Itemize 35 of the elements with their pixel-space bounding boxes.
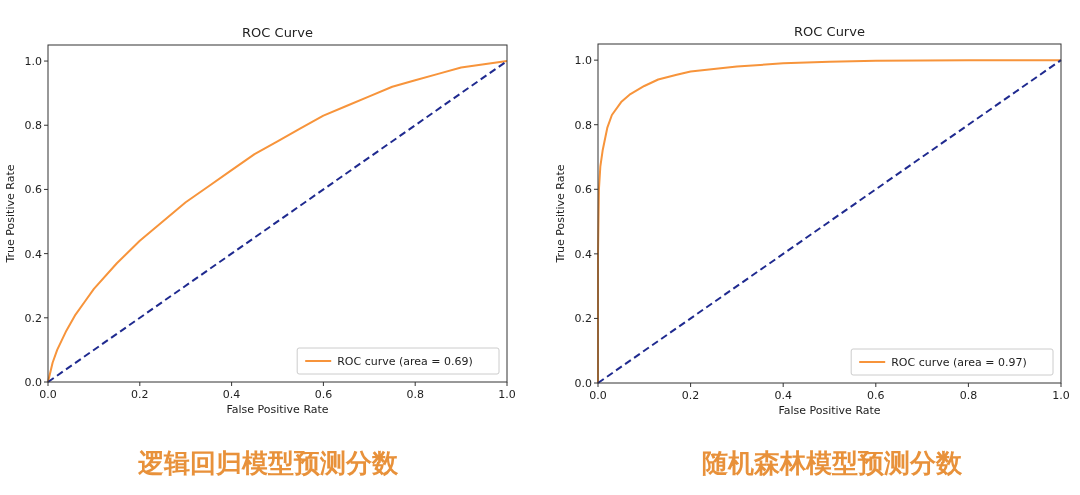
y-tick-label: 0.8 bbox=[574, 118, 592, 132]
x-tick-label: 0.6 bbox=[314, 388, 333, 401]
x-tick-label: 0.8 bbox=[406, 388, 424, 401]
y-tick-label: 1.0 bbox=[574, 54, 592, 68]
x-tick-label: 0.2 bbox=[131, 388, 149, 401]
y-axis-title: True Positive Rate bbox=[554, 164, 567, 264]
line-series bbox=[47, 60, 508, 383]
chart-title: ROC Curve bbox=[794, 24, 865, 39]
x-tick-label: 0.0 bbox=[39, 388, 57, 401]
y-tick-label: 0.8 bbox=[24, 119, 42, 133]
text: 随机森林模型预测分数 bbox=[702, 448, 963, 478]
y-tick-label: 0.0 bbox=[574, 377, 592, 390]
x-tick-label: 0.0 bbox=[589, 389, 607, 402]
text: 逻辑回归模型预测分数 bbox=[137, 448, 399, 478]
x-axis-title: False Positive Rate bbox=[226, 403, 329, 416]
legend-label: ROC curve (area = 0.97) bbox=[891, 356, 1027, 369]
y-tick-label: 0.0 bbox=[24, 376, 42, 389]
y-tick-label: 0.6 bbox=[24, 183, 42, 197]
x-tick-label: 0.8 bbox=[959, 389, 978, 402]
y-axis-title: True Positive Rate bbox=[4, 164, 17, 264]
y-tick-label: 1.0 bbox=[24, 55, 42, 69]
x-tick-label: 0.6 bbox=[867, 389, 885, 402]
legend-label: ROC curve (area = 0.69) bbox=[337, 355, 473, 368]
x-tick-label: 1.0 bbox=[498, 388, 516, 401]
y-tick-label: 0.4 bbox=[574, 247, 592, 261]
x-tick-label: 0.4 bbox=[774, 389, 792, 402]
y-tick-label: 0.6 bbox=[574, 183, 592, 197]
chart-title: ROC Curve bbox=[242, 25, 313, 40]
y-tick-label: 0.4 bbox=[24, 247, 42, 261]
y-tick-label: 0.2 bbox=[574, 312, 592, 326]
y-tick-label: 0.2 bbox=[24, 311, 42, 325]
x-axis-title: False Positive Rate bbox=[778, 404, 881, 417]
x-tick-label: 1.0 bbox=[1052, 389, 1070, 402]
x-tick-label: 0.2 bbox=[681, 389, 700, 402]
x-tick-label: 0.4 bbox=[222, 388, 241, 401]
